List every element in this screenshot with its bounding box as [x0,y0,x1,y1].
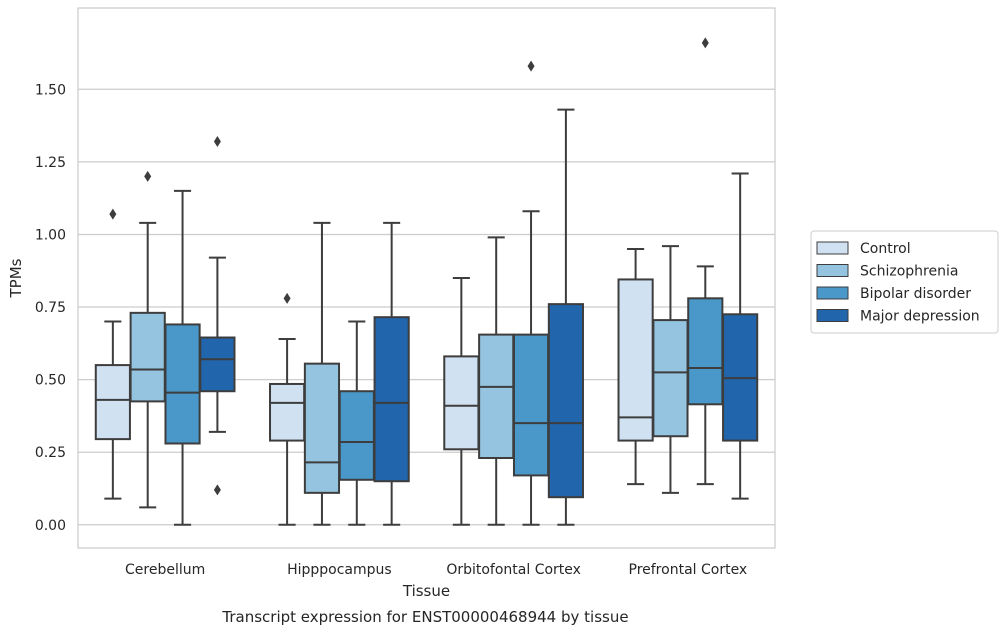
box-iqr [687,297,724,406]
box-schizophrenia [478,236,515,526]
box-series [94,37,759,526]
box-major-depression [199,136,236,496]
y-tick-label: 1.25 [35,155,66,171]
box-major-depression [722,172,759,500]
y-tick-label: 1.00 [35,227,66,243]
y-tick-label: 0.50 [35,373,66,389]
x-tick-label: Orbitofontal Cortex [446,562,581,578]
box-iqr [303,362,341,494]
box-schizophrenia [129,170,166,509]
box-schizophrenia [652,245,689,494]
outlier-point [283,292,291,304]
box-major-depression [373,221,410,526]
x-tick-label: Cerebellum [125,562,205,578]
box-iqr [129,311,166,403]
outlier-point [213,136,221,148]
box-major-depression [547,108,584,526]
y-tick-label: 0.00 [35,518,66,534]
x-axis-label: Tissue [402,582,450,600]
box-bipolar-disorder [687,37,724,486]
box-iqr [199,336,236,393]
box-bipolar-disorder [338,320,375,526]
legend-swatch [816,309,849,322]
legend-frame [810,230,999,334]
legend-swatch [816,264,849,277]
y-tick-label: 0.25 [35,445,66,461]
legend-label: Control [860,241,911,257]
legend-swatch [816,241,849,255]
outlier-point [527,60,535,72]
box-iqr [164,323,201,445]
legend: Control Schizophrenia Bipolar disorder Majo… [810,230,999,334]
box-iqr [617,278,654,442]
box-control [269,292,306,526]
x-tick-label: Hipppocampus [287,562,392,578]
box-control [617,247,654,486]
y-axis-label: TPMs [7,258,25,298]
legend-label: Major depression [860,309,980,325]
box-iqr [547,303,584,499]
box-iqr [94,364,131,441]
outlier-point [144,170,152,182]
outlier-point [109,208,117,220]
legend-swatch [816,286,849,300]
box-bipolar-disorder [164,189,201,526]
box-iqr [512,333,550,477]
x-tick-labels: Cerebellum Hipppocampus Orbitofontal Corte… [125,562,747,578]
box-iqr [443,355,480,451]
legend-label: Bipolar disorder [860,286,971,302]
y-tick-label: 1.50 [35,82,66,98]
box-iqr [478,333,515,460]
plot-frame [77,7,776,549]
legend-label: Schizophrenia [860,264,958,280]
box-iqr [373,316,410,483]
box-iqr [652,319,689,438]
y-tick-labels: 0.00 0.25 0.50 0.75 1.00 1.25 1.50 [35,82,66,533]
y-tick-label: 0.75 [35,300,66,316]
outlier-point [701,37,709,49]
outlier-point [213,484,221,496]
x-tick-label: Prefrontal Cortex [629,562,748,578]
chart-caption: Transcript expression for ENST0000046894… [221,608,628,626]
box-iqr [269,382,306,442]
box-iqr [338,390,375,481]
